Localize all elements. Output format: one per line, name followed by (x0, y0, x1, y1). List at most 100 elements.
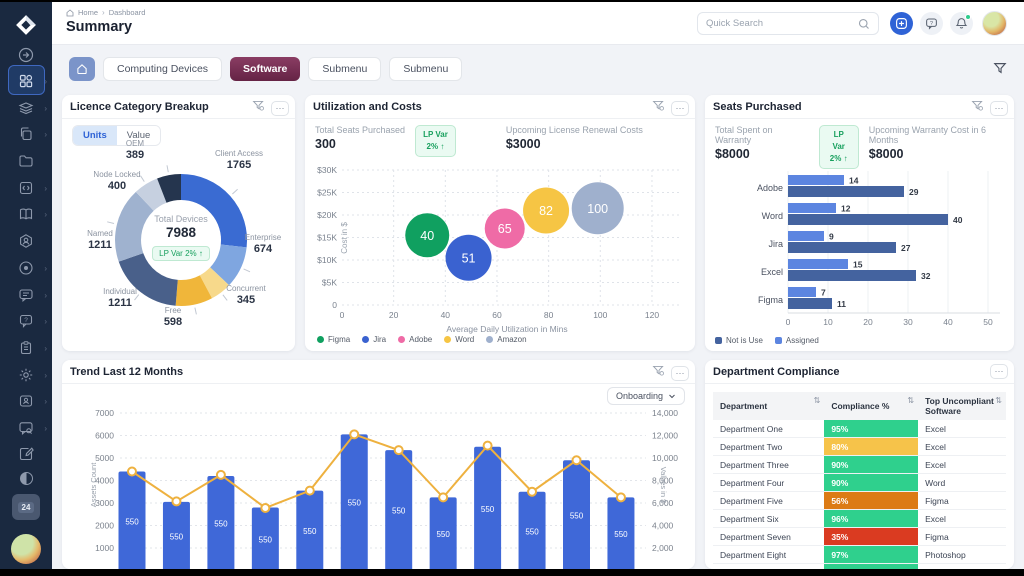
trend-bar-3[interactable] (207, 476, 235, 569)
trend-bar-11[interactable] (563, 460, 590, 569)
bar-notinuse-figma[interactable] (788, 298, 832, 309)
column-header-department[interactable]: Department ⇅ (713, 392, 825, 420)
sidebar-item-target[interactable]: › (0, 256, 52, 280)
onboarding-dropdown[interactable]: Onboarding (606, 387, 685, 405)
trend-point-4[interactable] (260, 502, 271, 513)
trend-bar-4[interactable] (251, 507, 279, 570)
trend-bar-7[interactable] (385, 450, 413, 569)
sidebar-item-pages[interactable]: › (0, 122, 52, 146)
bubble-amazon[interactable] (571, 182, 624, 235)
card-filter-icon[interactable] (971, 99, 984, 117)
bar-assigned-adobe[interactable] (788, 175, 844, 185)
donut-segment-node-locked[interactable] (135, 178, 168, 212)
sidebar-item-chat[interactable]: › (0, 283, 52, 307)
trend-bar-10[interactable] (518, 491, 546, 569)
column-header-compliance-[interactable]: Compliance % ⇅ (824, 392, 919, 420)
donut-segment-client-access[interactable] (180, 174, 248, 248)
card-filter-icon[interactable] (652, 364, 665, 382)
add-button[interactable] (890, 12, 913, 35)
card-menu-icon[interactable]: ⋯ (671, 365, 689, 381)
donut-label-node-locked: Node Locked 400 (93, 170, 141, 192)
filter-tab-submenu-3[interactable]: Submenu (389, 57, 463, 81)
sidebar-item-layers[interactable]: › (0, 96, 52, 120)
sidebar-item-book[interactable]: › (0, 202, 52, 226)
card-filter-icon[interactable] (252, 99, 265, 117)
trend-bar-8[interactable] (429, 497, 457, 569)
trend-point-3[interactable] (215, 469, 226, 480)
trend-point-2[interactable] (171, 496, 182, 507)
bar-assigned-excel[interactable] (788, 259, 848, 269)
sidebar-item-folder[interactable] (0, 149, 52, 173)
filter-tab-software-1[interactable]: Software (230, 57, 301, 81)
sidebar-item-grid[interactable]: › (0, 69, 52, 93)
filter-tab-computing-devices-0[interactable]: Computing Devices (103, 57, 223, 81)
card-menu-icon[interactable]: ⋯ (990, 364, 1008, 379)
trend-bar-5[interactable] (296, 490, 324, 569)
donut-segment-oem[interactable] (157, 174, 182, 203)
bubble-jira[interactable] (445, 234, 492, 281)
bubble-figma[interactable] (405, 213, 450, 258)
trend-bar-1[interactable] (118, 471, 146, 570)
trend-point-8[interactable] (438, 492, 449, 503)
bar-notinuse-word[interactable] (788, 214, 948, 225)
trend-point-9[interactable] (482, 440, 493, 451)
donut-segment-named[interactable] (115, 191, 155, 262)
donut-segment-enterprise[interactable] (209, 243, 247, 286)
breadcrumb-home[interactable]: Home (78, 8, 99, 17)
card-menu-icon[interactable]: ⋯ (671, 100, 689, 116)
sidebar-item-avatar[interactable] (0, 534, 52, 564)
sort-icon[interactable]: ⇅ (995, 396, 1002, 405)
bar-assigned-word[interactable] (788, 203, 836, 213)
user-avatar[interactable] (982, 11, 1007, 36)
trend-bar-6[interactable] (340, 434, 368, 569)
sidebar-item-help-bubble[interactable]: ? › (0, 309, 52, 333)
trend-bar-2[interactable] (162, 501, 190, 569)
sidebar-item-gear[interactable]: › (0, 363, 52, 387)
filter-tab-submenu-2[interactable]: Submenu (308, 57, 382, 81)
sidebar-item-contrast[interactable] (0, 466, 52, 490)
bubble-adobe[interactable] (484, 208, 525, 249)
sort-icon[interactable]: ⇅ (813, 396, 821, 405)
trend-point-1[interactable] (127, 466, 137, 477)
sidebar-item-note-edit[interactable] (0, 442, 52, 466)
trend-point-6[interactable] (349, 429, 360, 440)
breadcrumb[interactable]: Home › Dashboard (66, 8, 145, 17)
bar-notinuse-excel[interactable] (788, 270, 916, 281)
bar-notinuse-adobe[interactable] (788, 186, 904, 197)
sidebar-item-code-box[interactable]: › (0, 176, 52, 200)
trend-bar-12[interactable] (607, 497, 635, 569)
notifications-button[interactable] (950, 12, 973, 35)
bar-assigned-jira[interactable] (788, 231, 824, 241)
search-box[interactable] (697, 12, 879, 35)
bar-notinuse-jira[interactable] (788, 242, 896, 253)
trend-bar-9[interactable] (474, 446, 502, 569)
card-filter-icon[interactable] (652, 99, 665, 117)
feedback-button[interactable]: ? (920, 12, 943, 35)
trend-point-12[interactable] (615, 492, 626, 503)
sidebar-item-arrow-circle[interactable] (0, 43, 52, 67)
bar-assigned-figma[interactable] (788, 287, 816, 297)
cell-software: Photoshop (918, 545, 1006, 564)
column-header-top-uncompliant-software[interactable]: Top Uncompliant Software ⇅ (918, 392, 1006, 420)
toggle-units[interactable]: Units (73, 126, 117, 145)
donut-segment-free[interactable] (175, 274, 212, 306)
trend-point-11[interactable] (571, 455, 582, 466)
sidebar-item-calendar-24[interactable]: 24 (0, 494, 52, 520)
sidebar-item-chat-search[interactable]: › (0, 416, 52, 440)
bubble-word[interactable] (523, 187, 570, 234)
donut-segment-concurrent[interactable] (199, 267, 230, 299)
card-menu-icon[interactable]: ⋯ (990, 100, 1008, 116)
toggle-value[interactable]: Value (116, 126, 161, 145)
donut-segment-individual[interactable] (118, 252, 179, 306)
sidebar-item-clipboard[interactable]: › (0, 336, 52, 360)
sidebar-item-id-card[interactable]: › (0, 389, 52, 413)
sidebar-item-user-hexagon[interactable] (0, 229, 52, 253)
trend-point-10[interactable] (527, 486, 538, 497)
home-tab-tile[interactable] (69, 57, 95, 81)
sort-icon[interactable]: ⇅ (907, 396, 915, 405)
trend-point-7[interactable] (393, 445, 404, 456)
search-input[interactable] (706, 18, 858, 29)
trend-point-5[interactable] (304, 485, 315, 496)
card-menu-icon[interactable]: ⋯ (271, 100, 289, 116)
page-filter-icon[interactable] (993, 61, 1007, 80)
